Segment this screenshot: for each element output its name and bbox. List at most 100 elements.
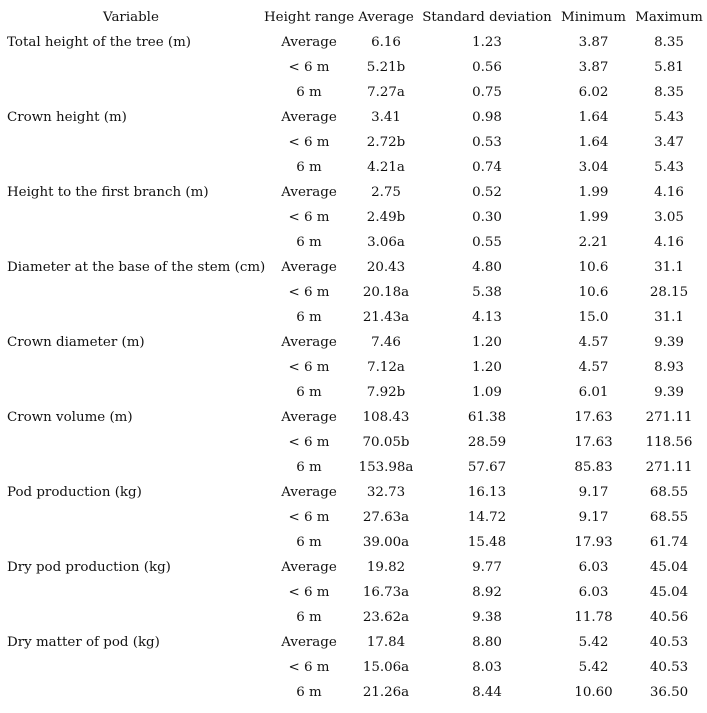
- variable-label: Dry matter of pod (kg): [7, 635, 160, 650]
- table-row: 6 m 4.21a 0.74 3.04 5.43: [0, 155, 707, 180]
- standard-deviation-cell: 8.92: [472, 585, 502, 600]
- table-row: Crown volume (m) Average 108.43 61.38 17.63 2…: [0, 405, 707, 430]
- variable-cell-empty: [0, 530, 264, 555]
- table-row: < 6 m 2.49b 0.30 1.99 3.05: [0, 205, 707, 230]
- table-row: 6 m 21.26a 8.44 10.60 36.50: [0, 680, 707, 705]
- maximum-cell: 40.56: [649, 610, 689, 625]
- header-variable: Variable: [103, 10, 159, 25]
- header-minimum: Minimum: [561, 10, 626, 25]
- average-cell: 32.73: [366, 485, 406, 500]
- standard-deviation-cell: 1.23: [472, 35, 502, 50]
- average-cell: 15.06a: [362, 660, 410, 675]
- average-cell: 7.12a: [367, 360, 405, 375]
- maximum-cell: 45.04: [649, 560, 689, 575]
- variable-cell-empty: [0, 430, 264, 455]
- height-range-cell: 6 m: [296, 460, 322, 475]
- maximum-cell: 271.11: [645, 410, 693, 425]
- average-cell: 39.00a: [362, 535, 410, 550]
- minimum-cell: 6.01: [578, 385, 609, 400]
- height-range-cell: < 6 m: [288, 135, 330, 150]
- average-cell: 19.82: [366, 560, 406, 575]
- standard-deviation-cell: 28.59: [467, 435, 507, 450]
- header-average: Average: [358, 10, 414, 25]
- table-row: < 6 m 7.12a 1.20 4.57 8.93: [0, 355, 707, 380]
- variable-cell-empty: [0, 455, 264, 480]
- height-range-cell: 6 m: [296, 685, 322, 700]
- table-row: 6 m 153.98a 57.67 85.83 271.11: [0, 455, 707, 480]
- maximum-cell: 271.11: [645, 460, 693, 475]
- table-row: Diameter at the base of the stem (cm) Ave…: [0, 255, 707, 280]
- maximum-cell: 40.53: [649, 635, 689, 650]
- standard-deviation-cell: 0.74: [472, 160, 502, 175]
- maximum-cell: 68.55: [649, 485, 689, 500]
- minimum-cell: 3.04: [578, 160, 609, 175]
- standard-deviation-cell: 0.75: [472, 85, 502, 100]
- standard-deviation-cell: 14.72: [467, 510, 507, 525]
- minimum-cell: 10.60: [574, 685, 613, 700]
- average-cell: 21.26a: [362, 685, 410, 700]
- height-range-cell: < 6 m: [288, 585, 330, 600]
- height-range-cell: Average: [281, 260, 337, 275]
- height-range-cell: < 6 m: [288, 660, 330, 675]
- table-row: < 6 m 2.72b 0.53 1.64 3.47: [0, 130, 707, 155]
- maximum-cell: 5.81: [654, 60, 684, 75]
- table-row: < 6 m 5.21b 0.56 3.87 5.81: [0, 55, 707, 80]
- maximum-cell: 3.47: [654, 135, 684, 150]
- height-range-cell: Average: [281, 560, 337, 575]
- height-range-cell: Average: [281, 635, 337, 650]
- table-body: Total height of the tree (m) Average 6.16 1…: [0, 30, 707, 705]
- variable-cell-empty: [0, 505, 264, 530]
- minimum-cell: 9.17: [578, 510, 609, 525]
- height-range-cell: 6 m: [296, 85, 322, 100]
- height-range-cell: Average: [281, 485, 337, 500]
- minimum-cell: 15.0: [578, 310, 609, 325]
- average-cell: 20.18a: [362, 285, 410, 300]
- maximum-cell: 118.56: [645, 435, 693, 450]
- height-range-cell: Average: [281, 35, 337, 50]
- variable-cell-empty: [0, 305, 264, 330]
- average-cell: 20.43: [366, 260, 406, 275]
- maximum-cell: 4.16: [654, 185, 684, 200]
- minimum-cell: 5.42: [578, 660, 609, 675]
- minimum-cell: 17.63: [574, 410, 613, 425]
- minimum-cell: 10.6: [578, 260, 609, 275]
- average-cell: 3.41: [371, 110, 401, 125]
- minimum-cell: 6.02: [578, 85, 609, 100]
- maximum-cell: 8.93: [654, 360, 684, 375]
- standard-deviation-cell: 0.98: [472, 110, 502, 125]
- minimum-cell: 3.87: [578, 35, 609, 50]
- standard-deviation-cell: 1.09: [472, 385, 502, 400]
- maximum-cell: 45.04: [649, 585, 689, 600]
- variable-label: Total height of the tree (m): [7, 35, 192, 50]
- table-row: < 6 m 70.05b 28.59 17.63 118.56: [0, 430, 707, 455]
- standard-deviation-cell: 8.80: [472, 635, 502, 650]
- standard-deviation-cell: 9.38: [472, 610, 502, 625]
- height-range-cell: < 6 m: [288, 60, 330, 75]
- average-cell: 21.43a: [362, 310, 410, 325]
- header-height-range: Height range: [264, 10, 355, 25]
- height-range-cell: Average: [281, 110, 337, 125]
- table-row: 6 m 21.43a 4.13 15.0 31.1: [0, 305, 707, 330]
- height-range-cell: 6 m: [296, 310, 322, 325]
- maximum-cell: 9.39: [654, 385, 684, 400]
- height-range-cell: < 6 m: [288, 210, 330, 225]
- minimum-cell: 3.87: [578, 60, 609, 75]
- standard-deviation-cell: 0.56: [472, 60, 502, 75]
- minimum-cell: 1.99: [578, 210, 609, 225]
- variable-label: Pod production (kg): [7, 485, 142, 500]
- standard-deviation-cell: 9.77: [472, 560, 502, 575]
- table-row: Pod production (kg) Average 32.73 16.13 9.17…: [0, 480, 707, 505]
- height-range-cell: Average: [281, 410, 337, 425]
- header-maximum: Maximum: [635, 10, 703, 25]
- minimum-cell: 4.57: [578, 360, 609, 375]
- maximum-cell: 68.55: [649, 510, 689, 525]
- standard-deviation-cell: 0.52: [472, 185, 502, 200]
- height-range-cell: 6 m: [296, 160, 322, 175]
- maximum-cell: 4.16: [654, 235, 684, 250]
- minimum-cell: 6.03: [578, 560, 609, 575]
- average-cell: 3.06a: [367, 235, 405, 250]
- minimum-cell: 5.42: [578, 635, 609, 650]
- average-cell: 2.49b: [366, 210, 406, 225]
- variable-cell-empty: [0, 605, 264, 630]
- minimum-cell: 11.78: [574, 610, 613, 625]
